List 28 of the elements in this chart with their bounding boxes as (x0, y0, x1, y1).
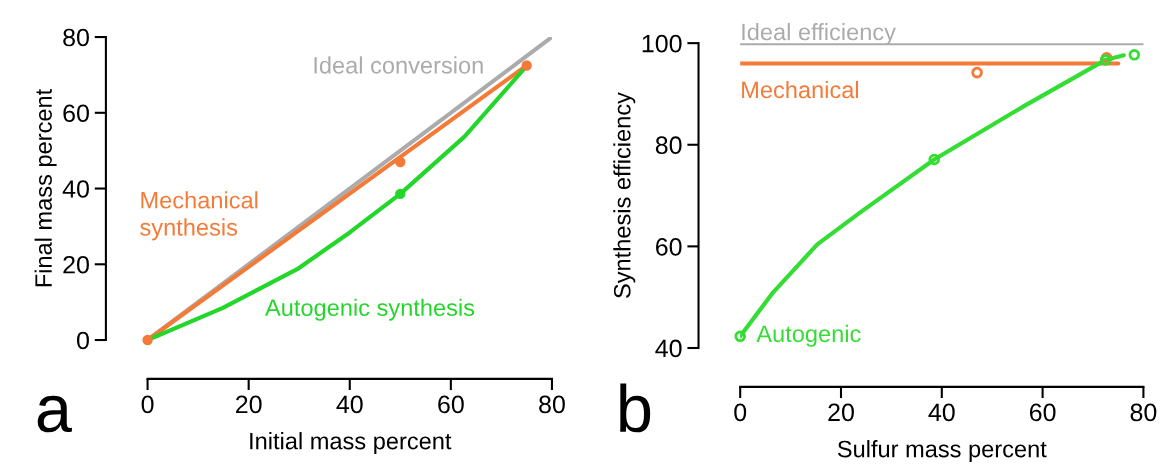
y-tick-label: 60 (63, 104, 89, 123)
series-label: Mechanical (742, 80, 859, 99)
x-axis-title: Initial mass percent (250, 432, 452, 455)
y-tick-label: 40 (62, 180, 89, 198)
x-tick-label: 60 (1029, 403, 1056, 422)
y-tick-label: 60 (656, 237, 682, 256)
series-label: Ideal efficiency (742, 23, 896, 46)
y-tick-label: 100 (642, 34, 682, 53)
y-tick-label: 40 (655, 339, 682, 358)
x-tick-label: 80 (1130, 403, 1157, 422)
text: b (620, 383, 651, 433)
x-tick-label: 60 (438, 395, 464, 414)
x-tick-label: 0 (734, 403, 747, 422)
x-axis-title: Sulfur mass percent (837, 440, 1047, 463)
text: a (37, 395, 72, 433)
x-tick-label: 20 (828, 403, 854, 422)
y-tick-label: 20 (63, 255, 89, 274)
x-tick-label: 80 (539, 395, 565, 414)
x-tick-label: 20 (236, 395, 262, 414)
x-tick-label: 40 (928, 403, 955, 422)
y-tick-label: 80 (655, 136, 682, 155)
y-axis-title: Synthesis efficiency (613, 92, 636, 298)
y-tick-label: 0 (77, 331, 89, 350)
y-axis-title: Final mass percent (34, 88, 57, 287)
y-tick-label: 80 (63, 28, 89, 47)
series-label: Autogenic (756, 324, 861, 347)
x-tick-label: 0 (141, 395, 154, 414)
x-tick-label: 40 (336, 395, 363, 414)
